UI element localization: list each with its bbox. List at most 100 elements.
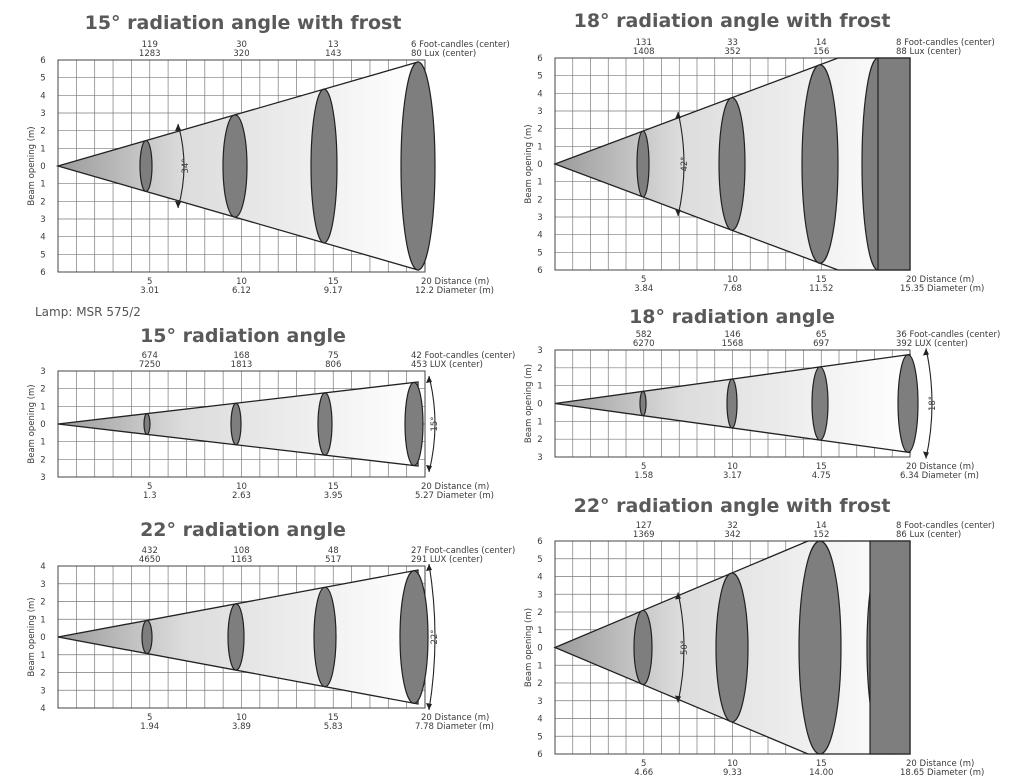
beam-section	[897, 354, 919, 453]
footcandle-value: 8 Foot-candles (center)	[896, 38, 995, 48]
y-tick-label: 2	[537, 435, 542, 445]
beam-section	[400, 61, 436, 271]
distance-value: 10	[727, 275, 738, 285]
lux-value: 7250	[139, 360, 161, 370]
distance-value: 5	[641, 275, 646, 285]
y-tick-label: 2	[537, 608, 542, 618]
diameter-value: 5.27 Diameter (m)	[415, 491, 494, 501]
lux-value: 453 LUX (center)	[411, 360, 483, 370]
diameter-value: 3.89	[232, 722, 251, 732]
distance-value: 10	[236, 277, 247, 287]
y-tick-label: 0	[537, 644, 542, 654]
angle-label: 15°	[430, 416, 440, 431]
y-tick-label: 3	[537, 697, 542, 707]
footcandle-value: 48	[328, 546, 339, 556]
y-tick-label: 3	[40, 580, 45, 590]
arrow-head	[675, 112, 681, 119]
lux-value: 6270	[633, 339, 655, 349]
distance-value: 15	[328, 713, 339, 723]
diameter-value: 4.66	[634, 768, 653, 778]
distance-value: 15	[816, 462, 827, 472]
angle-arrow	[925, 348, 933, 459]
arrow-head	[923, 451, 929, 459]
y-tick-label: 2	[537, 679, 542, 689]
lux-value: 291 LUX (center)	[411, 555, 483, 565]
beam-section	[633, 609, 653, 686]
y-tick-label: 1	[40, 180, 45, 190]
y-axis-label: Beam opening (m)	[524, 124, 534, 203]
diameter-value: 6.12	[232, 286, 251, 296]
diagram-title: 18° radiation angle	[629, 306, 835, 328]
y-tick-label: 5	[40, 74, 45, 84]
y-tick-label: 3	[537, 107, 542, 117]
diagram-title: 22° radiation angle	[140, 519, 346, 541]
beam-section	[718, 97, 746, 231]
y-axis-label: Beam opening (m)	[27, 126, 37, 205]
footcandle-value: 432	[142, 546, 158, 556]
y-tick-label: 2	[537, 125, 542, 135]
lux-value: 1283	[139, 49, 161, 59]
lux-value: 1568	[722, 339, 744, 349]
y-tick-label: 2	[537, 364, 542, 374]
footcandle-value: 27 Foot-candles (center)	[411, 546, 515, 556]
angle-label: 50°	[680, 640, 690, 655]
y-axis-label: Beam opening (m)	[524, 364, 534, 443]
footcandle-value: 14	[816, 521, 827, 531]
angle-arrow	[677, 592, 685, 703]
arrow-head	[426, 564, 432, 571]
lux-value: 352	[724, 47, 740, 57]
y-tick-label: 2	[40, 127, 45, 137]
footcandle-value: 131	[636, 38, 652, 48]
diagram-d2: 18° radiation angle with frost6543210123…	[524, 10, 995, 294]
lux-value: 1369	[633, 530, 655, 540]
diameter-value: 3.17	[723, 471, 742, 481]
diameter-value: 9.17	[324, 286, 343, 296]
distance-value: 5	[641, 462, 646, 472]
lux-value: 156	[813, 47, 829, 57]
arrow-head	[175, 201, 181, 208]
y-tick-label: 5	[537, 732, 542, 742]
distance-value: 10	[236, 482, 247, 492]
diagram-title: 22° radiation angle with frost	[574, 495, 891, 517]
y-tick-label: 1	[537, 142, 542, 152]
y-tick-label: 0	[40, 420, 45, 430]
y-tick-label: 1	[537, 626, 542, 636]
y-tick-label: 4	[537, 89, 542, 99]
y-tick-label: 6	[537, 54, 542, 64]
beam-section	[811, 366, 829, 441]
beam-section	[639, 390, 647, 417]
arrow-head	[675, 209, 681, 216]
diameter-value: 6.34 Diameter (m)	[900, 471, 979, 481]
beam-section	[313, 586, 337, 688]
diameter-value: 14.00	[809, 768, 833, 778]
y-tick-label: 1	[40, 402, 45, 412]
distance-value: 15	[328, 482, 339, 492]
y-tick-label: 5	[537, 72, 542, 82]
footcandle-value: 146	[724, 330, 740, 340]
footcandle-value: 33	[727, 38, 738, 48]
lux-value: 88 Lux (center)	[896, 47, 961, 57]
footcandle-value: 6 Foot-candles (center)	[411, 40, 510, 50]
footcandle-value: 108	[233, 546, 249, 556]
y-tick-label: 6	[40, 56, 45, 66]
y-tick-label: 0	[40, 633, 45, 643]
y-tick-label: 4	[40, 562, 45, 572]
diameter-value: 9.33	[723, 768, 742, 778]
distance-value: 5	[641, 759, 646, 769]
beam-section	[230, 402, 242, 446]
beam-section	[404, 381, 424, 467]
y-tick-label: 1	[40, 651, 45, 661]
y-tick-label: 4	[537, 231, 542, 241]
angle-arrow	[177, 123, 185, 209]
y-tick-label: 3	[537, 213, 542, 223]
diameter-value: 5.83	[324, 722, 343, 732]
distance-value: 20 Distance (m)	[421, 482, 489, 492]
distance-value: 20 Distance (m)	[421, 713, 489, 723]
arrow-head	[426, 465, 432, 472]
diameter-value: 7.68	[723, 284, 742, 294]
y-tick-label: 4	[537, 573, 542, 583]
arrow-head	[923, 348, 929, 356]
footcandle-value: 65	[816, 330, 827, 340]
